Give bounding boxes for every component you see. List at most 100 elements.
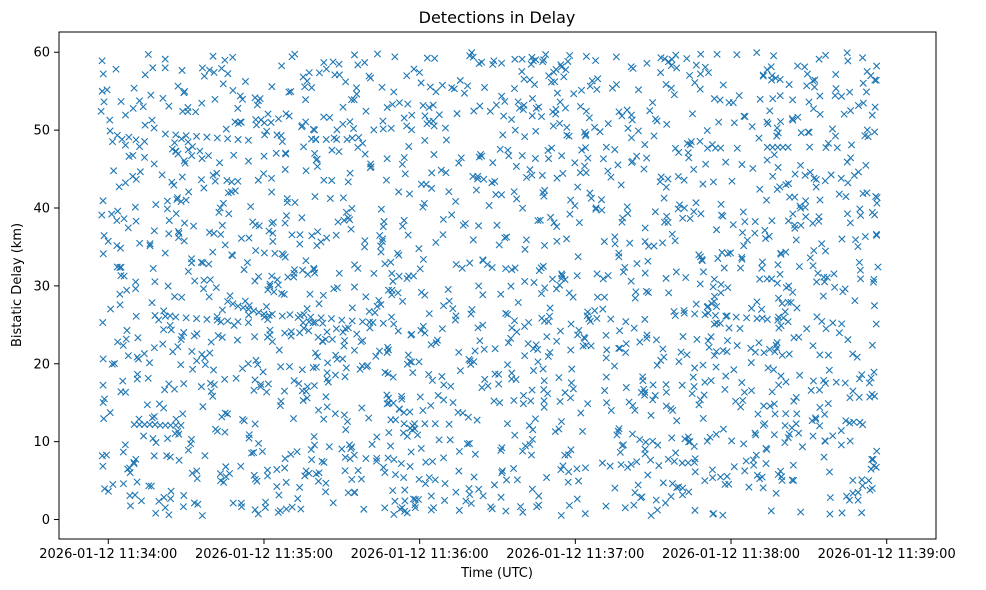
data-point [511, 264, 519, 272]
data-point [573, 465, 581, 473]
data-point [213, 169, 221, 177]
data-point [774, 316, 782, 324]
data-point [859, 54, 867, 62]
data-point [381, 504, 389, 512]
data-point [846, 394, 854, 402]
data-point [117, 271, 125, 280]
data-point [448, 84, 456, 92]
data-point [290, 266, 299, 274]
data-point [129, 172, 137, 180]
data-point [557, 417, 566, 426]
data-point [161, 312, 169, 320]
data-point [717, 144, 725, 152]
data-point [803, 82, 811, 90]
data-point [717, 200, 725, 208]
data-point [150, 227, 158, 235]
data-point [485, 201, 493, 210]
data-point [570, 90, 578, 98]
data-point [145, 482, 153, 490]
data-point [511, 431, 519, 439]
data-point [342, 364, 350, 372]
data-point [456, 76, 464, 85]
data-point [131, 285, 140, 293]
data-point [333, 126, 341, 134]
data-point [146, 240, 154, 248]
data-point [381, 260, 389, 268]
data-point [247, 449, 256, 457]
data-point [164, 282, 172, 290]
data-point [625, 398, 633, 406]
data-point [295, 379, 303, 388]
data-point [322, 135, 330, 144]
data-point [98, 87, 106, 95]
data-point [507, 115, 516, 124]
data-point [388, 100, 397, 109]
data-point [406, 408, 414, 416]
data-point [312, 156, 320, 164]
data-point [350, 283, 359, 291]
data-point [824, 399, 832, 408]
data-point [518, 447, 527, 455]
data-point [344, 214, 352, 222]
data-point [763, 143, 771, 151]
data-point [238, 95, 247, 103]
data-point [812, 278, 821, 286]
data-point [133, 353, 141, 361]
data-point [844, 336, 852, 344]
data-point [759, 71, 767, 79]
data-point [167, 326, 175, 334]
data-point [563, 235, 571, 243]
data-point [617, 181, 625, 189]
data-point [377, 300, 385, 309]
data-point [668, 230, 676, 238]
data-point [348, 134, 356, 142]
data-point [777, 473, 786, 481]
data-point [376, 231, 384, 240]
data-point [106, 116, 114, 124]
data-point [553, 337, 561, 345]
data-point [535, 103, 543, 111]
data-point [690, 208, 698, 216]
data-point [566, 51, 574, 60]
data-point [647, 456, 655, 464]
x-tick-label: 2026-01-12 11:38:00 [662, 547, 800, 562]
data-point [764, 120, 772, 128]
data-point [209, 366, 218, 374]
data-point [156, 421, 164, 429]
data-point [691, 364, 699, 372]
data-point [165, 216, 173, 225]
data-point [192, 315, 201, 323]
data-point [373, 50, 382, 58]
data-point [500, 112, 508, 120]
data-point [717, 211, 726, 219]
data-point [310, 265, 318, 274]
data-point [670, 457, 678, 465]
data-point [619, 268, 628, 276]
data-point [867, 72, 875, 80]
data-point [401, 486, 409, 494]
data-point [856, 275, 865, 283]
data-point [328, 146, 336, 154]
data-point [305, 327, 313, 335]
data-point [856, 205, 864, 213]
data-point [540, 397, 548, 405]
data-point [811, 76, 819, 84]
data-point [476, 102, 484, 110]
data-point [103, 86, 111, 94]
data-point [501, 234, 509, 242]
data-point [378, 237, 386, 245]
data-point [689, 373, 697, 381]
data-point [264, 286, 272, 294]
data-point [442, 169, 450, 177]
data-point [696, 70, 705, 78]
data-point [298, 214, 306, 222]
data-point [512, 375, 520, 384]
data-point [812, 183, 820, 191]
data-point [683, 55, 691, 63]
data-point [733, 341, 741, 350]
data-point [772, 489, 780, 497]
data-point [236, 92, 244, 100]
data-point [633, 260, 641, 268]
data-point [313, 353, 322, 361]
data-point [224, 135, 232, 143]
